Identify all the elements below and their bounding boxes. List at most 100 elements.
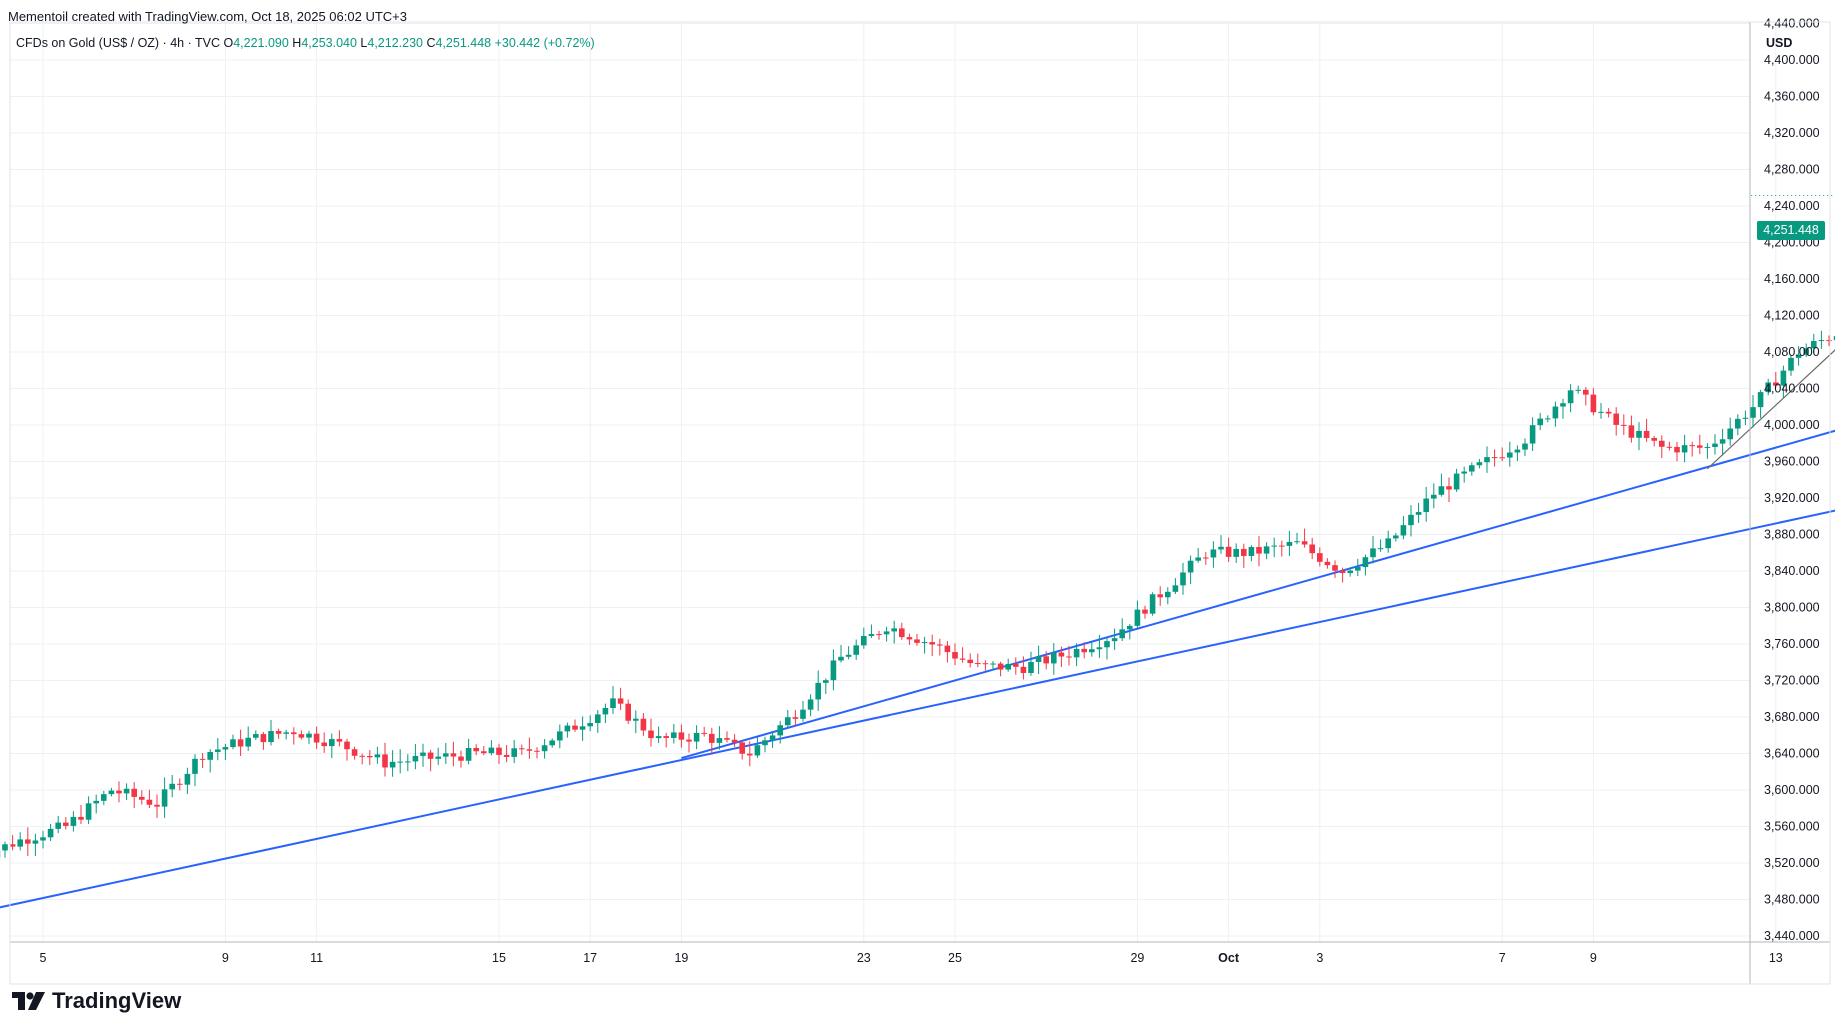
candle[interactable] — [686, 734, 692, 753]
candle[interactable] — [1720, 429, 1726, 456]
candle[interactable] — [610, 686, 616, 714]
candle[interactable] — [367, 750, 373, 765]
candle[interactable] — [207, 749, 213, 772]
candle[interactable] — [1469, 462, 1475, 475]
candle[interactable] — [633, 710, 639, 733]
candle[interactable] — [1598, 403, 1604, 419]
candle[interactable] — [739, 740, 745, 759]
candle[interactable] — [1157, 586, 1163, 606]
candle[interactable] — [17, 832, 23, 850]
candle[interactable] — [1689, 442, 1695, 457]
candle[interactable] — [853, 639, 859, 659]
candle[interactable] — [1203, 552, 1209, 565]
candle[interactable] — [1249, 545, 1255, 561]
candle[interactable] — [648, 719, 654, 747]
candle[interactable] — [1492, 449, 1498, 466]
candle[interactable] — [937, 639, 943, 656]
candle[interactable] — [831, 649, 837, 690]
candle[interactable] — [314, 727, 320, 749]
candle[interactable] — [1606, 408, 1612, 417]
candle[interactable] — [245, 726, 251, 750]
candle[interactable] — [975, 654, 981, 668]
candle[interactable] — [1302, 529, 1308, 548]
candle[interactable] — [1264, 542, 1270, 559]
candle[interactable] — [580, 717, 586, 741]
candle[interactable] — [1005, 659, 1011, 672]
tradingview-logo[interactable]: TradingView — [12, 988, 181, 1014]
candle[interactable] — [215, 738, 221, 760]
candle[interactable] — [1522, 438, 1528, 456]
candle[interactable] — [147, 790, 153, 808]
candle[interactable] — [1416, 503, 1422, 523]
candle[interactable] — [1743, 411, 1749, 426]
candle[interactable] — [131, 782, 137, 808]
candle[interactable] — [1173, 578, 1179, 594]
candle[interactable] — [1180, 563, 1186, 595]
candle[interactable] — [967, 653, 973, 667]
candle[interactable] — [1271, 538, 1277, 557]
candle[interactable] — [1613, 407, 1619, 435]
candle[interactable] — [139, 790, 145, 804]
candle[interactable] — [557, 725, 563, 749]
candle[interactable] — [694, 725, 700, 749]
candle[interactable] — [466, 739, 472, 764]
candle[interactable] — [116, 781, 122, 802]
candle[interactable] — [1712, 434, 1718, 455]
candle[interactable] — [1195, 548, 1201, 563]
candle[interactable] — [1135, 601, 1141, 628]
candle[interactable] — [891, 621, 897, 644]
candle[interactable] — [33, 834, 39, 856]
candle[interactable] — [1758, 390, 1764, 418]
candle[interactable] — [306, 731, 312, 744]
candle[interactable] — [595, 710, 601, 733]
candle[interactable] — [1553, 402, 1559, 427]
candle[interactable] — [375, 747, 381, 764]
candle[interactable] — [671, 724, 677, 744]
candle[interactable] — [785, 710, 791, 728]
candle[interactable] — [1370, 536, 1376, 563]
candle[interactable] — [1211, 541, 1217, 568]
candle[interactable] — [793, 710, 799, 726]
candle[interactable] — [390, 750, 396, 777]
candle[interactable] — [549, 738, 555, 747]
candle[interactable] — [71, 811, 77, 831]
candle[interactable] — [1431, 483, 1437, 508]
candle[interactable] — [1591, 388, 1597, 415]
candle[interactable] — [762, 737, 768, 753]
candle[interactable] — [93, 795, 99, 814]
candle[interactable] — [2, 842, 8, 858]
currency-label[interactable]: USD — [1766, 36, 1792, 50]
candle[interactable] — [329, 734, 335, 759]
candle[interactable] — [511, 740, 517, 763]
candle[interactable] — [587, 715, 593, 731]
candle[interactable] — [1218, 535, 1224, 554]
candle[interactable] — [169, 775, 175, 797]
candle[interactable] — [238, 730, 244, 756]
candle[interactable] — [1119, 618, 1125, 641]
candle[interactable] — [496, 744, 502, 764]
candle[interactable] — [1499, 447, 1505, 461]
candle[interactable] — [1735, 414, 1741, 435]
candle[interactable] — [1363, 554, 1369, 575]
candle[interactable] — [1507, 442, 1513, 467]
candle[interactable] — [1651, 436, 1657, 446]
candle[interactable] — [572, 719, 578, 731]
candle[interactable] — [1477, 459, 1483, 468]
candle[interactable] — [960, 647, 966, 662]
candle[interactable] — [25, 827, 31, 856]
candle[interactable] — [489, 740, 495, 755]
candle[interactable] — [929, 635, 935, 656]
candle[interactable] — [420, 744, 426, 767]
candle[interactable] — [1233, 543, 1239, 563]
candle[interactable] — [177, 778, 183, 790]
candle[interactable] — [1378, 539, 1384, 551]
candle[interactable] — [101, 791, 107, 805]
candle[interactable] — [283, 730, 289, 740]
candle[interactable] — [1659, 435, 1665, 458]
candle[interactable] — [656, 727, 662, 743]
candle[interactable] — [884, 627, 890, 642]
candle[interactable] — [808, 694, 814, 716]
candle[interactable] — [618, 688, 624, 710]
candle[interactable] — [641, 713, 647, 736]
candle[interactable] — [1484, 446, 1490, 472]
